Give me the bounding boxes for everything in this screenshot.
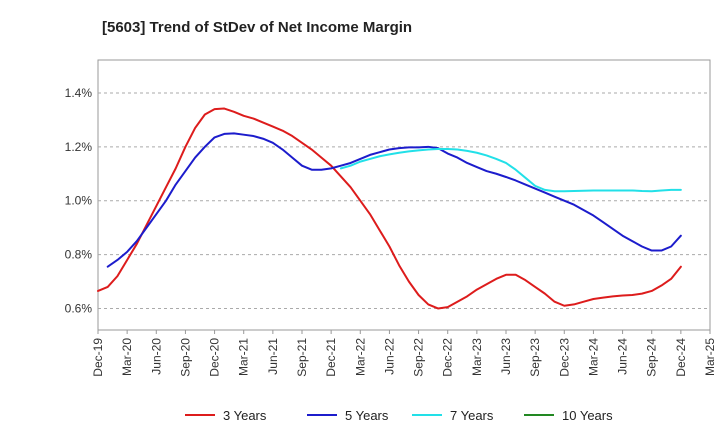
x-tick-label: Mar-23 xyxy=(470,338,484,376)
plot-area xyxy=(97,107,682,310)
x-tick-label: Mar-21 xyxy=(237,338,251,376)
legend-label-10-years: 10 Years xyxy=(562,408,613,423)
x-tick-label: Dec-19 xyxy=(91,338,105,377)
x-tick-label: Mar-22 xyxy=(353,338,367,376)
x-tick-label: Dec-24 xyxy=(674,338,688,377)
legend-label-7-years: 7 Years xyxy=(450,408,494,423)
series-line-3-years xyxy=(97,107,682,310)
x-tick-label: Jun-20 xyxy=(149,338,163,375)
y-tick-label: 1.2% xyxy=(65,140,93,154)
plot-frame xyxy=(97,59,711,331)
x-tick-label: Mar-24 xyxy=(586,338,600,376)
legend: 3 Years 5 Years 7 Years 10 Years xyxy=(185,408,613,423)
x-tick-label: Sep-21 xyxy=(295,338,309,377)
x-tick-label: Sep-24 xyxy=(645,338,659,377)
x-tick-label: Jun-23 xyxy=(499,338,513,375)
x-tick-label: Sep-22 xyxy=(412,338,426,377)
grid-lines xyxy=(97,59,711,331)
x-tick-label: Mar-25 xyxy=(703,338,717,376)
x-tick-label: Dec-23 xyxy=(557,338,571,377)
series-line-5-years xyxy=(106,132,682,268)
legend-label-3-years: 3 Years xyxy=(223,408,267,423)
x-tick-label: Jun-21 xyxy=(266,338,280,375)
y-tick-label: 0.8% xyxy=(65,248,93,262)
x-axis: Dec-19 Mar-20 Jun-20 Sep-20 Dec-20 Mar-21 Jun-… xyxy=(91,330,717,377)
y-tick-label: 1.4% xyxy=(65,86,93,100)
series-line-7-years xyxy=(339,147,682,193)
y-axis: 0.6% 0.8% 1.0% 1.2% 1.4% xyxy=(65,86,93,316)
legend-label-5-years: 5 Years xyxy=(345,408,389,423)
x-tick-label: Jun-24 xyxy=(616,338,630,375)
x-tick-label: Dec-22 xyxy=(441,338,455,377)
x-tick-label: Jun-22 xyxy=(382,338,396,375)
x-tick-label: Dec-21 xyxy=(324,338,338,377)
chart-title: [5603] Trend of StDev of Net Income Marg… xyxy=(102,19,412,36)
x-tick-label: Sep-23 xyxy=(528,338,542,377)
y-tick-label: 0.6% xyxy=(65,301,93,315)
x-tick-label: Sep-20 xyxy=(178,338,192,377)
x-tick-label: Mar-20 xyxy=(120,338,134,376)
y-tick-label: 1.0% xyxy=(65,194,93,208)
x-tick-label: Dec-20 xyxy=(208,338,222,377)
